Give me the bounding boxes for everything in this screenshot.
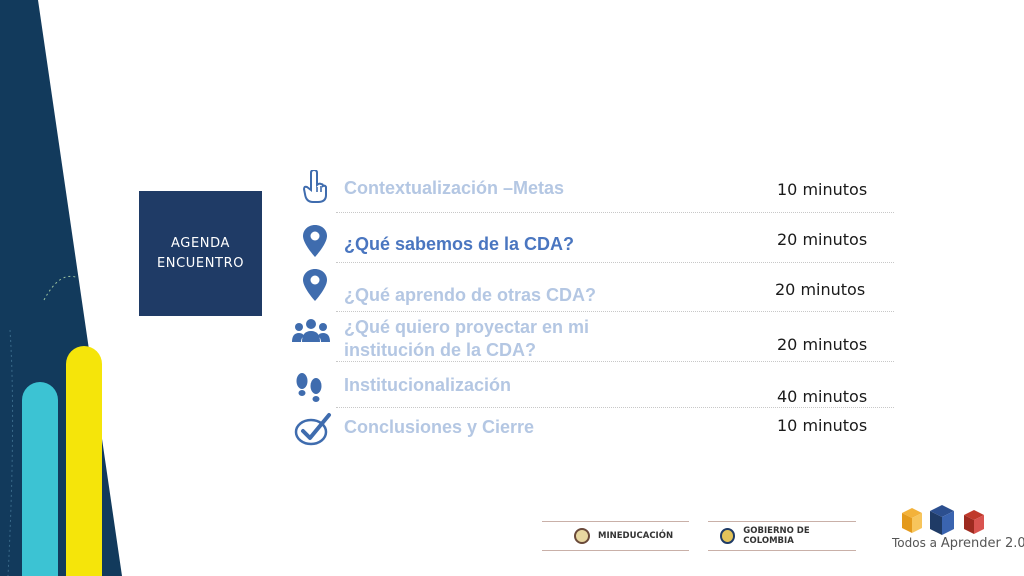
- divider: [336, 262, 894, 263]
- agenda-title-box: AGENDA ENCUENTRO: [139, 191, 262, 316]
- agenda-item-time: 20 minutos: [777, 230, 868, 249]
- colombia-seal-icon: [720, 528, 736, 544]
- group-people-icon: [292, 319, 330, 342]
- divider: [336, 212, 894, 213]
- mineducacion-label: MINEDUCACIÓN: [598, 531, 674, 541]
- location-pin-icon: [303, 269, 327, 301]
- agenda-item-label: Contextualización –Metas: [344, 178, 565, 198]
- divider: [336, 311, 894, 312]
- agenda-item-label: ¿Qué sabemos de la CDA?: [344, 234, 575, 254]
- agenda-item-label: Institucionalización: [344, 375, 512, 395]
- agenda-item-label: Conclusiones y Cierre: [344, 417, 535, 437]
- gobierno-label: GOBIERNO DE COLOMBIA: [743, 526, 810, 546]
- agenda-item-time: 10 minutos: [777, 416, 868, 435]
- agenda-item-time: 40 minutos: [777, 387, 868, 406]
- divider: [336, 407, 894, 408]
- agenda-title-line1: AGENDA: [171, 235, 230, 251]
- agenda-item-time: 10 minutos: [777, 180, 868, 199]
- agenda-item-time: 20 minutos: [777, 335, 868, 354]
- todos-a-aprender-wordmark: Todos a Aprender 2.0: [892, 536, 1024, 551]
- agenda-item-label-line1: ¿Qué quiero proyectar en mi: [344, 317, 590, 337]
- divider: [336, 361, 894, 362]
- mineducacion-logo: MINEDUCACIÓN: [542, 521, 689, 551]
- checkmark-icon: [294, 413, 331, 446]
- gobierno-logo: GOBIERNO DE COLOMBIA: [708, 521, 856, 551]
- footprints-icon: [296, 373, 322, 402]
- brand-prefix: Todos a: [892, 536, 941, 550]
- agenda-item-label: ¿Qué aprendo de otras CDA?: [344, 285, 597, 305]
- agenda-item-time: 20 minutos: [775, 280, 866, 299]
- todos-a-aprender-cubes-logo: [902, 505, 984, 535]
- brand-name: Aprender 2.0: [940, 536, 1024, 551]
- agenda-title-line2: ENCUENTRO: [156, 255, 245, 271]
- colombia-seal-icon: [574, 528, 590, 544]
- agenda-item-label-line2: institución de la CDA?: [344, 340, 537, 360]
- location-pin-icon: [303, 225, 327, 257]
- pointing-finger-icon: [302, 170, 327, 203]
